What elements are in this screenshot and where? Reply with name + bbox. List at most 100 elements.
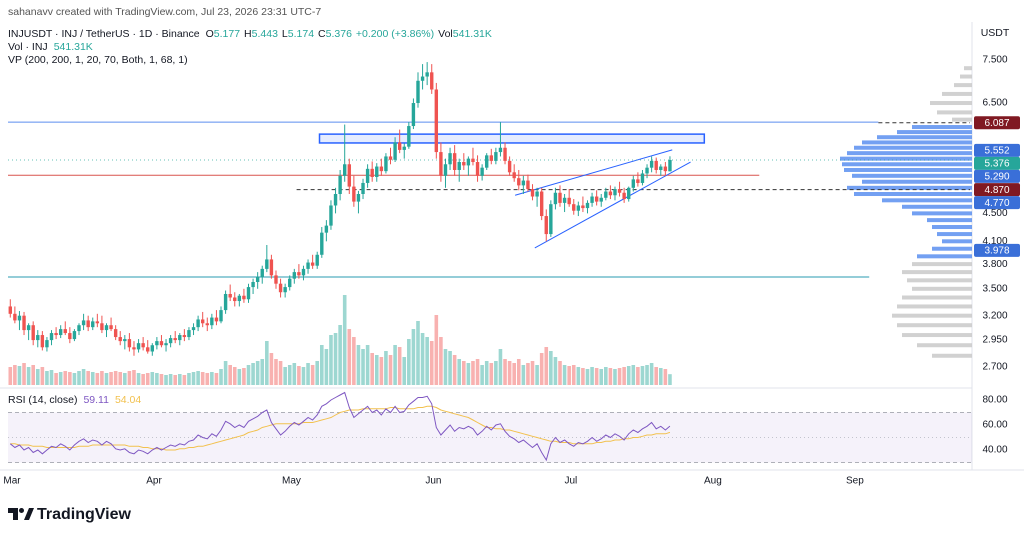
volume-bar [448, 351, 452, 385]
volume-bar [617, 368, 622, 385]
volume-profile-bar [942, 239, 972, 244]
candle-body [457, 162, 461, 170]
candle-body [659, 166, 663, 170]
volume-bar [210, 372, 214, 385]
volume-bar [462, 361, 466, 385]
candle-body [407, 126, 411, 147]
volume-bar [645, 365, 649, 385]
candle-body [58, 329, 63, 336]
volume-bar [251, 363, 255, 385]
price-marker [974, 156, 1020, 170]
volume-bar [223, 361, 228, 385]
candle-body [507, 160, 512, 173]
candle-body [320, 232, 324, 255]
candle-body [109, 325, 113, 330]
ohlc-key: C [318, 28, 326, 40]
volume-bar [571, 365, 576, 385]
volume-profile-bar [927, 218, 972, 223]
trend-line [514, 149, 673, 196]
candle-body [205, 323, 209, 326]
volume-bar [388, 355, 393, 385]
candle-body [388, 156, 393, 160]
volume-profile-bar [842, 162, 972, 167]
candle-body [49, 333, 54, 341]
volume-bar [489, 363, 494, 385]
candle-body [265, 259, 269, 269]
volume-bar [585, 369, 590, 385]
symbol-line: INJUSDT · INJ / TetherUS · 1D · Binance O… [8, 28, 492, 40]
candle-body [526, 180, 530, 190]
candle-body [136, 343, 141, 350]
volume-bar [654, 367, 659, 385]
volume-profile-bar [932, 353, 972, 358]
volume-bar [205, 373, 210, 385]
volume-bar [324, 349, 329, 385]
volume-bar [329, 335, 333, 385]
volume-profile-bar [862, 140, 972, 145]
candle-body [663, 166, 668, 172]
volume-bar [274, 359, 278, 385]
candle-body [361, 182, 365, 195]
volume-bar [507, 361, 512, 385]
volume-bar [26, 367, 31, 385]
volume-bar [72, 373, 77, 385]
volume-bar [232, 367, 237, 385]
volume-bar [407, 339, 411, 385]
volume-bar [242, 368, 246, 385]
candle-body [654, 160, 658, 170]
volume-bar [228, 365, 232, 385]
volume-profile-bar [847, 151, 972, 156]
volume-profile-bar [932, 246, 972, 251]
volume-bar [269, 353, 274, 385]
volume-bar [631, 365, 636, 385]
volume-bar [668, 374, 672, 385]
volume-bar [608, 368, 613, 385]
volume-bar [512, 363, 516, 385]
candle-body [416, 80, 420, 104]
candle-body [22, 315, 26, 331]
volume-bar [530, 361, 535, 385]
volume-bar [237, 369, 242, 385]
volume-profile-bar [942, 91, 972, 96]
volume-profile-bar [852, 173, 972, 178]
volume-bar [567, 366, 571, 385]
volume-profile-bar [840, 156, 972, 161]
candle-body [572, 204, 576, 211]
volume-bar [434, 315, 439, 385]
volume-bar [310, 365, 315, 385]
volume-title: Vol · INJ [8, 41, 48, 53]
volume-bar [150, 372, 155, 385]
volume-profile-bar [960, 74, 972, 79]
y-tick-label: 2.950 [982, 335, 1007, 346]
volume-profile-bar [902, 333, 972, 338]
candle-body [168, 338, 173, 344]
x-tick-label: Jun [425, 476, 441, 487]
candle-body [26, 325, 31, 331]
volume-bar [77, 371, 81, 385]
volume-bar [397, 347, 402, 385]
volume-bar [535, 365, 539, 385]
volume-bar [200, 372, 205, 385]
candle-body [31, 325, 35, 341]
volume-bar [452, 355, 457, 385]
candle-body [475, 162, 480, 176]
vp-legend: VP (200, 200, 1, 20, 70, Both, 1, 68, 1) [8, 54, 188, 66]
volume-profile-bar [897, 323, 972, 328]
volume-profile-bar [964, 66, 972, 71]
candle-body [104, 325, 109, 331]
volume-bar [319, 345, 324, 385]
candle-body [594, 196, 599, 202]
candle-body [86, 320, 90, 328]
candle-body [599, 197, 603, 202]
volume-bar [127, 371, 132, 385]
volume-bar [95, 373, 100, 385]
volume-value: 541.31K [54, 41, 93, 53]
candle-body [562, 197, 567, 203]
volume-bar [13, 365, 17, 385]
volume-bar [480, 365, 484, 385]
volume-bar [562, 365, 567, 385]
volume-bar [365, 345, 370, 385]
volume-value: 541.31K [453, 28, 492, 40]
volume-profile-bar [892, 313, 972, 318]
